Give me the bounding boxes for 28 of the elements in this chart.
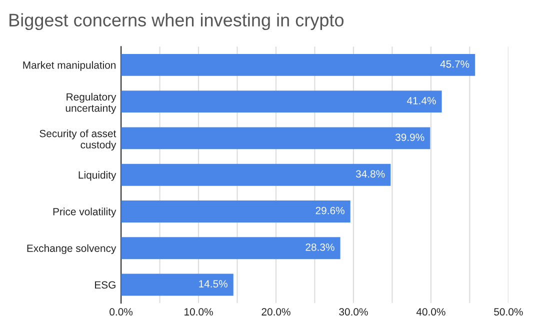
y-tick-label: Price volatility (53, 208, 116, 218)
data-label: 29.6% (316, 206, 344, 214)
bar (121, 90, 442, 113)
data-label: 28.3% (306, 244, 334, 251)
y-tick-label: ESG (95, 281, 116, 289)
bar (121, 274, 234, 296)
data-label: 34.8% (356, 170, 385, 178)
x-tick-label: 10.0% (184, 308, 213, 316)
x-tick-label: 20.0% (262, 308, 290, 316)
bar (121, 164, 391, 186)
y-tick-label: Regulatory uncertainty (66, 92, 116, 114)
bar (121, 54, 476, 76)
x-tick-label: 40.0% (416, 308, 446, 316)
chart-title: Biggest concerns when investing in crypto (10, 13, 344, 30)
y-tick-label: Market manipulation (23, 61, 116, 71)
y-tick-label: Liquidity (78, 171, 116, 181)
data-label: 41.4% (406, 97, 436, 104)
bar (121, 200, 350, 222)
x-tick-label: 0.0% (110, 308, 133, 316)
y-tick-label: Exchange solvency (27, 244, 116, 254)
x-tick-label: 30.0% (339, 308, 368, 316)
x-tick-label: 50.0% (494, 308, 523, 316)
data-label: 14.5% (199, 280, 228, 288)
bar (121, 127, 430, 150)
data-label: 45.7% (440, 60, 470, 68)
data-label: 39.9% (395, 134, 424, 141)
bar (121, 237, 340, 260)
y-tick-label: Security of asset custody (40, 130, 116, 150)
